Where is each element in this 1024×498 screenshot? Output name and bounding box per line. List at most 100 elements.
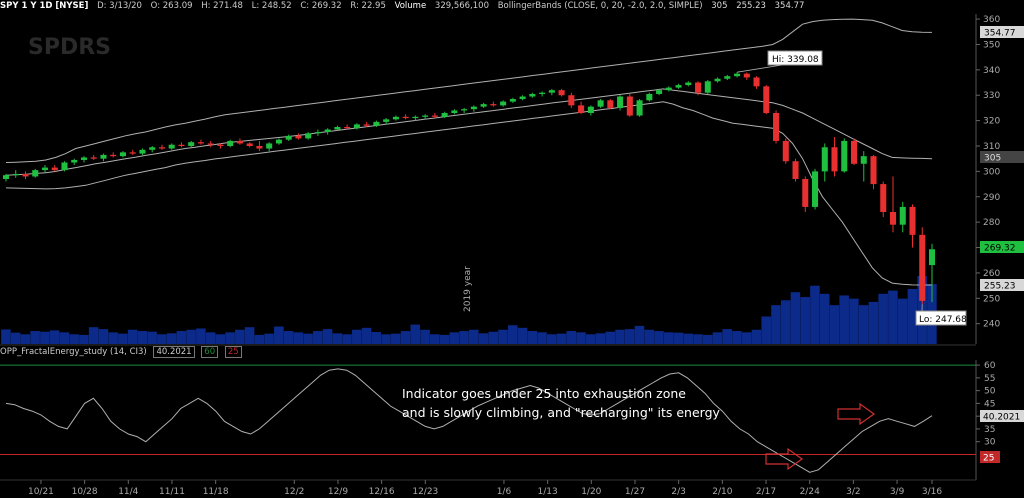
candle-body <box>158 147 165 149</box>
volume-bar <box>371 332 382 344</box>
volume-bar <box>137 331 148 344</box>
candle <box>2 173 10 182</box>
volume-bar <box>303 333 313 344</box>
volume-bar <box>264 333 274 344</box>
price-tick-label: 250 <box>983 294 1000 304</box>
candle-body <box>548 90 555 93</box>
volume-bar <box>537 332 547 344</box>
time-tick-label: 12/9 <box>328 487 348 497</box>
price-tick-label: 280 <box>983 218 1000 228</box>
level-25-bubble <box>980 451 1000 463</box>
symbol-label[interactable]: SPY 1 Y 1D [NYSE] <box>0 1 89 11</box>
time-tick-label: 11/18 <box>203 487 229 497</box>
date-label: D: 3/13/20 <box>97 1 142 11</box>
candle-body <box>2 175 10 179</box>
annotation-line-1: Indicator goes under 25 into exhaustion … <box>402 386 686 401</box>
time-axis[interactable]: 10/21 10/28 11/4 11/11 11/18 12/2 12/9 12/16 12/… <box>28 480 942 497</box>
candle-body <box>617 96 624 108</box>
candle <box>441 111 448 119</box>
time-tick-label: 12/2 <box>284 487 304 497</box>
volume-bar <box>702 334 713 344</box>
candle-body <box>490 104 497 106</box>
volume-bar <box>235 329 245 344</box>
candle <box>870 154 877 190</box>
candle-body <box>675 85 682 88</box>
candle <box>461 107 468 113</box>
indicator-name[interactable]: OPP_FractalEnergy_study (14, CI3) <box>0 347 147 357</box>
candle-body <box>763 86 770 113</box>
bb-up-bubble <box>980 26 1024 38</box>
candle <box>626 93 633 117</box>
candle <box>773 110 780 144</box>
candle-body <box>870 156 877 185</box>
candle-body <box>626 96 633 116</box>
time-tick-label: 1/6 <box>497 487 512 497</box>
bb-upper-line <box>5 18 933 163</box>
candle-body <box>607 100 614 108</box>
arrow-lower <box>765 447 804 471</box>
volume-bar <box>469 329 479 344</box>
volume-bar <box>810 285 820 344</box>
candle <box>227 139 234 148</box>
study-label[interactable]: BollingerBands (CLOSE, 0, 20, -2.0, 2.0,… <box>497 1 703 11</box>
candle <box>275 138 282 145</box>
volume-bar <box>59 332 70 344</box>
candle-body <box>41 167 49 171</box>
candle-body <box>285 135 292 140</box>
price-axis[interactable]: 240250260270280290300310320330340350360 <box>976 15 1000 330</box>
volume-bar <box>381 334 391 344</box>
candle <box>480 102 487 108</box>
bb-up-bubble-text: 354.77 <box>984 29 1016 39</box>
volume-bar <box>780 300 791 344</box>
candle-body <box>110 154 117 157</box>
candle-body <box>373 121 380 126</box>
candle-body <box>461 109 468 111</box>
candle <box>695 81 702 96</box>
volume-bar <box>751 329 762 344</box>
indicator-value-bubble <box>980 410 1024 422</box>
volume-bar <box>849 298 859 344</box>
volume-bar <box>88 327 99 344</box>
volume-bar <box>166 333 177 344</box>
candle <box>295 133 302 140</box>
indicator-lower-box: 25 <box>224 346 242 358</box>
volume-bar <box>673 332 684 344</box>
close-label: C: 269.32 <box>300 1 342 11</box>
candle <box>178 142 185 148</box>
volume-bar <box>283 331 294 344</box>
candle <box>266 142 273 152</box>
volume-bar <box>108 332 118 344</box>
indicator-value-bubble-text: 40.2021 <box>983 413 1020 423</box>
candle-body <box>431 115 438 117</box>
volume-label[interactable]: Volume <box>394 1 427 11</box>
candle <box>724 74 731 80</box>
candle-body <box>363 124 370 126</box>
candle-body <box>266 143 273 149</box>
volume-bar <box>507 325 518 344</box>
candle <box>636 99 643 117</box>
candle-body <box>850 140 858 164</box>
last-price-bubble <box>980 241 1024 253</box>
volume-bar <box>459 331 469 344</box>
candle <box>363 121 370 127</box>
volume-bar <box>654 331 664 344</box>
indicator-header: OPP_FractalEnergy_study (14, CI3) 40.202… <box>0 346 246 360</box>
volume-bar <box>585 334 596 344</box>
candle-body <box>480 104 487 107</box>
candle <box>490 101 497 107</box>
candle-body <box>646 93 653 101</box>
candle-body <box>656 90 663 94</box>
candle-body <box>149 147 156 150</box>
volume-bar <box>488 331 499 344</box>
hi-lo-markers: Hi: 339.08 Lo: 247.68 <box>736 50 967 326</box>
volume-bar <box>546 334 557 344</box>
volume-bar <box>313 331 323 344</box>
time-tick-label: 2/3 <box>671 487 685 497</box>
candle-body <box>880 184 887 212</box>
candle-body <box>860 156 867 164</box>
candle <box>860 151 867 182</box>
volume-bar <box>478 333 489 344</box>
candle-body <box>71 159 78 163</box>
indicator-axis[interactable]: 30354045505560 <box>976 361 996 448</box>
